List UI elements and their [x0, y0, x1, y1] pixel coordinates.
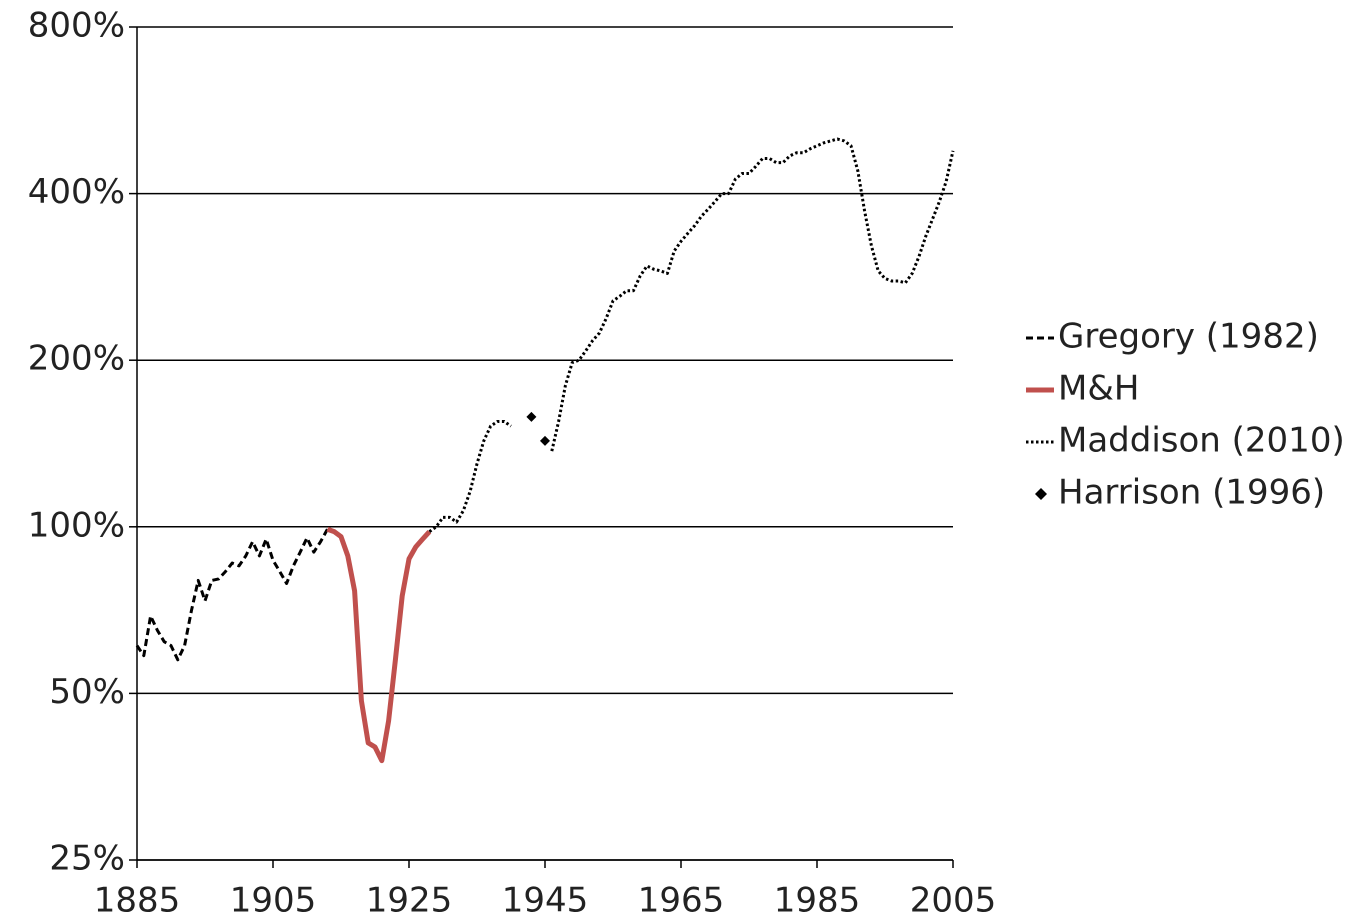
x-tick-label: 2005 — [910, 881, 997, 921]
marker — [540, 435, 550, 446]
legend-label: Harrison (1996) — [1058, 473, 1325, 513]
x-tick-label: 1925 — [366, 881, 453, 921]
y-tick-label: 400% — [28, 172, 125, 212]
y-tick-label: 100% — [28, 505, 125, 545]
x-tick-label: 1885 — [94, 881, 181, 921]
legend-label: M&H — [1058, 369, 1139, 409]
legend-symbol — [1035, 488, 1047, 500]
marker — [526, 411, 537, 422]
y-tick-label: 800% — [28, 6, 125, 46]
x-tick-label: 1905 — [230, 881, 317, 921]
legend-label: Maddison (2010) — [1058, 421, 1345, 461]
series-line — [135, 528, 329, 662]
x-tick-label: 1985 — [774, 881, 861, 921]
y-tick-label: 50% — [49, 672, 125, 712]
series-line — [326, 526, 432, 764]
y-tick-label: 200% — [28, 339, 125, 379]
series-line — [428, 137, 955, 533]
x-tick-label: 1945 — [502, 881, 589, 921]
y-tick-label: 25% — [49, 839, 125, 879]
x-tick-label: 1965 — [638, 881, 725, 921]
legend-label: Gregory (1982) — [1058, 317, 1319, 357]
